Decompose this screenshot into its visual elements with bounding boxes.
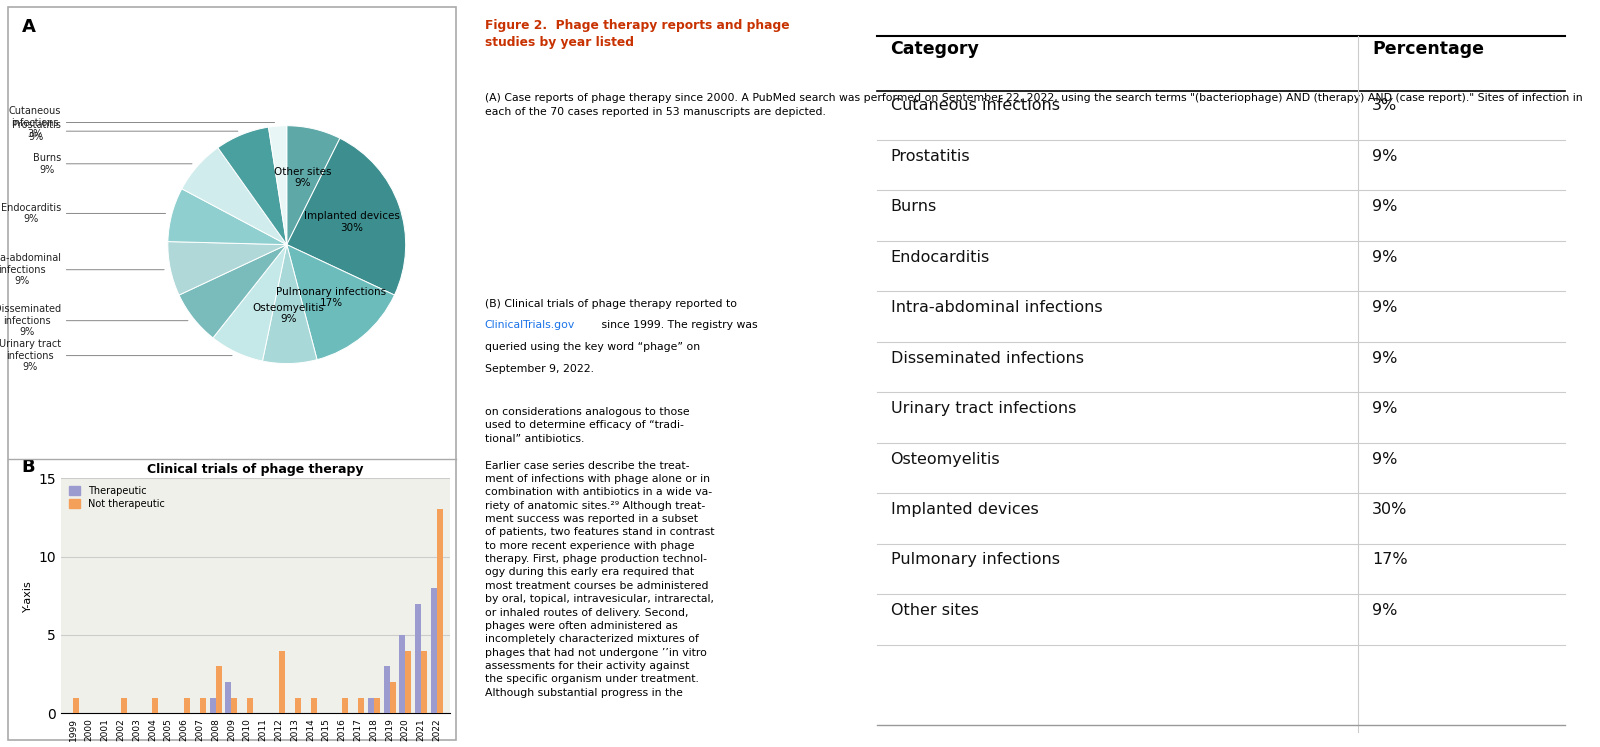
Bar bbox=[210, 698, 216, 713]
Bar bbox=[358, 698, 363, 713]
Text: Urinary tract
infections
9%: Urinary tract infections 9% bbox=[0, 339, 232, 372]
Text: Intra-abdominal infections: Intra-abdominal infections bbox=[891, 300, 1102, 315]
Text: (A) Case reports of phage therapy since 2000. A PubMed search was performed on S: (A) Case reports of phage therapy since … bbox=[485, 93, 1582, 117]
Text: Intra-abdominal
infections
9%: Intra-abdominal infections 9% bbox=[0, 253, 165, 286]
Bar bbox=[74, 698, 80, 713]
Text: Burns: Burns bbox=[891, 199, 938, 214]
Bar bbox=[248, 698, 253, 713]
Bar bbox=[310, 698, 317, 713]
Text: 9%: 9% bbox=[1373, 249, 1397, 264]
Wedge shape bbox=[168, 241, 286, 295]
Text: Figure 2.  Phage therapy reports and phage
studies by year listed: Figure 2. Phage therapy reports and phag… bbox=[485, 19, 789, 49]
Text: Pulmonary infections
17%: Pulmonary infections 17% bbox=[275, 287, 386, 309]
Text: Category: Category bbox=[891, 40, 979, 58]
Text: Disseminated infections: Disseminated infections bbox=[891, 350, 1083, 365]
Text: Pulmonary infections: Pulmonary infections bbox=[891, 553, 1059, 568]
Bar bbox=[437, 509, 443, 713]
Wedge shape bbox=[182, 148, 286, 245]
Text: Urinary tract infections: Urinary tract infections bbox=[891, 401, 1075, 416]
Text: on considerations analogous to those
used to determine efficacy of “tradi-
tiona: on considerations analogous to those use… bbox=[485, 407, 714, 698]
Wedge shape bbox=[179, 245, 286, 338]
Text: Prostatitis: Prostatitis bbox=[891, 149, 970, 164]
Text: 9%: 9% bbox=[1373, 350, 1397, 365]
Y-axis label: Y-axis: Y-axis bbox=[22, 580, 32, 612]
Text: Endocarditis: Endocarditis bbox=[891, 249, 990, 264]
Text: 9%: 9% bbox=[1373, 603, 1397, 618]
Bar bbox=[384, 666, 389, 713]
Text: B: B bbox=[21, 458, 35, 476]
Bar bbox=[122, 698, 126, 713]
Text: Implanted devices: Implanted devices bbox=[891, 502, 1038, 517]
Text: Percentage: Percentage bbox=[1373, 40, 1485, 58]
Wedge shape bbox=[168, 189, 286, 245]
Bar bbox=[184, 698, 190, 713]
Text: Endocarditis
9%: Endocarditis 9% bbox=[0, 202, 165, 224]
Text: A: A bbox=[21, 19, 35, 37]
Bar bbox=[152, 698, 158, 713]
Text: 30%: 30% bbox=[1373, 502, 1408, 517]
Bar bbox=[430, 588, 437, 713]
Bar bbox=[414, 604, 421, 713]
Bar bbox=[405, 651, 411, 713]
Title: Clinical trials of phage therapy: Clinical trials of phage therapy bbox=[147, 462, 363, 476]
Wedge shape bbox=[286, 125, 339, 245]
Bar bbox=[200, 698, 206, 713]
Text: Cutaneous
infections
3%: Cutaneous infections 3% bbox=[8, 106, 275, 139]
Text: 9%: 9% bbox=[1373, 199, 1397, 214]
Wedge shape bbox=[286, 138, 406, 295]
Text: Cutaneous infections: Cutaneous infections bbox=[891, 98, 1059, 113]
Bar bbox=[421, 651, 427, 713]
Wedge shape bbox=[218, 127, 286, 245]
Wedge shape bbox=[269, 125, 286, 245]
Legend: Therapeutic, Not therapeutic: Therapeutic, Not therapeutic bbox=[66, 483, 168, 512]
Bar bbox=[232, 698, 237, 713]
Bar bbox=[226, 682, 232, 713]
Text: 17%: 17% bbox=[1373, 553, 1408, 568]
Text: Prostatitis
9%: Prostatitis 9% bbox=[11, 120, 238, 142]
Text: Implanted devices
30%: Implanted devices 30% bbox=[304, 211, 400, 233]
Bar bbox=[400, 635, 405, 713]
Text: 3%: 3% bbox=[1373, 98, 1397, 113]
Text: ClinicalTrials.gov: ClinicalTrials.gov bbox=[485, 320, 574, 330]
Text: 9%: 9% bbox=[1373, 149, 1397, 164]
Text: Other sites
9%: Other sites 9% bbox=[274, 167, 331, 188]
Text: Osteomyelitis
9%: Osteomyelitis 9% bbox=[253, 303, 325, 324]
Bar bbox=[278, 651, 285, 713]
Bar bbox=[294, 698, 301, 713]
Text: Burns
9%: Burns 9% bbox=[32, 153, 192, 175]
Text: 9%: 9% bbox=[1373, 300, 1397, 315]
Text: Disseminated
infections
9%: Disseminated infections 9% bbox=[0, 304, 187, 337]
Wedge shape bbox=[262, 245, 317, 364]
Bar bbox=[389, 682, 395, 713]
Text: September 9, 2022.: September 9, 2022. bbox=[485, 364, 594, 374]
Bar bbox=[216, 666, 222, 713]
Text: since 1999. The registry was: since 1999. The registry was bbox=[598, 320, 758, 330]
Wedge shape bbox=[213, 245, 286, 361]
Text: Osteomyelitis: Osteomyelitis bbox=[891, 451, 1000, 467]
Text: 9%: 9% bbox=[1373, 401, 1397, 416]
Text: (B) Clinical trials of phage therapy reported to: (B) Clinical trials of phage therapy rep… bbox=[485, 299, 736, 309]
Text: Other sites: Other sites bbox=[891, 603, 979, 618]
Wedge shape bbox=[286, 245, 395, 359]
Text: queried using the key word “phage” on: queried using the key word “phage” on bbox=[485, 342, 699, 352]
Text: 9%: 9% bbox=[1373, 451, 1397, 467]
Bar bbox=[374, 698, 379, 713]
Bar bbox=[368, 698, 374, 713]
Bar bbox=[342, 698, 349, 713]
